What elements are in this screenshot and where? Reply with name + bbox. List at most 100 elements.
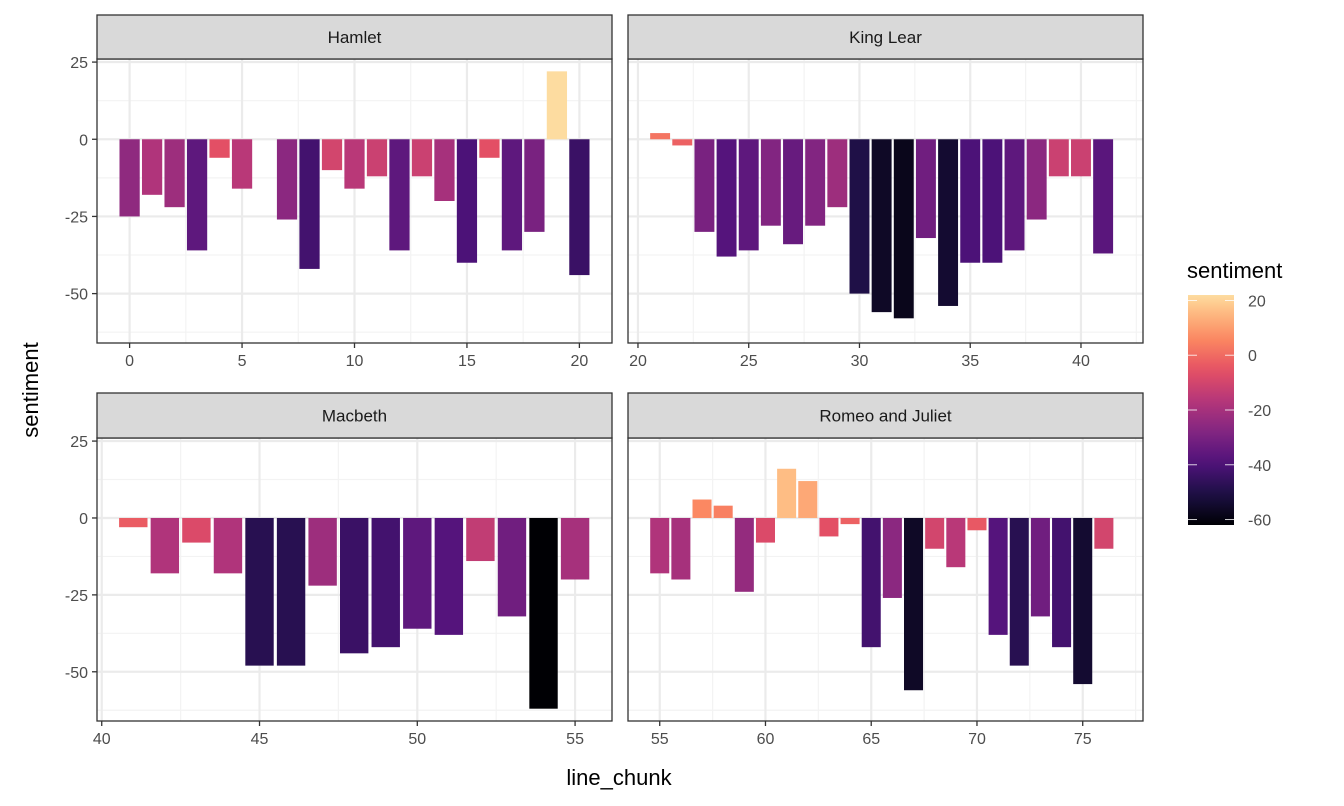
x-tick-label: 5 — [238, 353, 247, 370]
legend-tick-label: -40 — [1248, 458, 1271, 475]
bar — [119, 517, 148, 528]
bar — [479, 139, 500, 158]
y-axis-title: sentiment — [18, 342, 43, 437]
bar — [321, 139, 343, 171]
bar — [411, 139, 433, 177]
panels: Hamlet 0 5 10 15 20 -50 -25 0 25 King Lear 20 25 30 35… — [65, 14, 1144, 748]
bar — [819, 517, 839, 537]
bar — [339, 517, 369, 654]
y-tick-label: -50 — [65, 665, 88, 682]
bar — [501, 139, 523, 251]
bar — [783, 139, 803, 245]
bar — [738, 139, 759, 251]
panel-macbeth: Macbeth 40 45 50 55 -50 -25 0 25 — [65, 392, 613, 748]
bar — [925, 517, 945, 549]
legend-tick-label: -20 — [1248, 403, 1271, 420]
facet-strip-label: Macbeth — [322, 407, 387, 426]
y-tick-label: -25 — [65, 588, 88, 605]
bar — [893, 139, 914, 319]
panel-hamlet: Hamlet 0 5 10 15 20 -50 -25 0 25 — [65, 14, 613, 370]
x-tick-label: 50 — [408, 731, 426, 748]
bar — [186, 139, 208, 251]
bar — [529, 517, 558, 709]
y-tick-label: 0 — [79, 511, 88, 528]
x-tick-label: 60 — [757, 731, 775, 748]
bar — [344, 139, 365, 189]
x-tick-label: 70 — [968, 731, 986, 748]
bar — [982, 139, 1003, 263]
bar — [1073, 517, 1093, 685]
bar — [403, 517, 432, 629]
bar — [524, 139, 545, 232]
y-tick-label: 25 — [70, 434, 88, 451]
bar — [671, 517, 691, 580]
bar — [209, 139, 230, 158]
bar — [164, 139, 185, 208]
bar — [560, 517, 590, 580]
facet-strip — [627, 14, 1144, 60]
bar — [245, 517, 274, 666]
bar — [1048, 139, 1069, 177]
bar — [299, 139, 320, 269]
bar — [734, 517, 754, 592]
x-tick-label: 25 — [740, 353, 758, 370]
bar — [1071, 139, 1091, 177]
x-tick-label: 55 — [566, 731, 584, 748]
y-tick-label: -25 — [65, 209, 88, 226]
bar — [827, 139, 848, 208]
x-tick-label: 45 — [251, 731, 269, 748]
bar — [840, 517, 860, 525]
facet-strip-label: Romeo and Juliet — [819, 407, 952, 426]
bar — [276, 139, 298, 220]
bar — [849, 139, 870, 294]
bar — [713, 505, 733, 518]
bar — [213, 517, 243, 574]
x-tick-label: 30 — [851, 353, 869, 370]
bar — [466, 517, 495, 562]
x-tick-label: 75 — [1074, 731, 1092, 748]
legend-tick-label: 0 — [1248, 348, 1257, 365]
legend-ticks: 20 0 -20 -40 -60 — [1188, 293, 1271, 530]
bar — [938, 139, 959, 306]
bar — [960, 139, 981, 263]
facet-strip-label: King Lear — [849, 28, 922, 47]
x-tick-label: 35 — [961, 353, 979, 370]
bar — [1030, 517, 1050, 617]
legend-tick-label: 20 — [1248, 293, 1266, 310]
y-tick-label: -50 — [65, 287, 88, 304]
bar — [882, 517, 902, 598]
bar — [716, 139, 737, 257]
panel-romeo-and-juliet: Romeo and Juliet 55 60 65 70 75 — [627, 392, 1144, 748]
bar — [150, 517, 180, 574]
bar — [915, 139, 936, 239]
facet-strip — [627, 392, 1144, 439]
x-tick-label: 20 — [570, 353, 588, 370]
bar — [497, 517, 527, 617]
bar — [546, 71, 568, 140]
bar — [760, 139, 781, 226]
bar — [1004, 139, 1025, 251]
bar — [650, 517, 670, 574]
bar — [650, 133, 671, 140]
x-axis-title: line_chunk — [566, 765, 672, 790]
bar — [1009, 517, 1029, 666]
x-tick-label: 40 — [1072, 353, 1090, 370]
bar — [871, 139, 892, 313]
bar — [946, 517, 966, 568]
bar — [967, 517, 987, 531]
x-tick-label: 40 — [93, 731, 111, 748]
bar — [371, 517, 400, 648]
bar — [1094, 517, 1114, 549]
panel-king-lear: King Lear 20 25 30 35 40 — [627, 14, 1144, 370]
bar — [231, 139, 253, 189]
color-legend: sentiment 20 0 -20 -40 -60 — [1187, 258, 1282, 530]
facet-strip-label: Hamlet — [328, 28, 382, 47]
bar — [141, 139, 163, 195]
bar — [755, 517, 775, 543]
bar — [182, 517, 211, 543]
y-tick-label: 25 — [70, 55, 88, 72]
bar — [777, 468, 797, 518]
bar — [569, 139, 590, 276]
legend-tick-label: -60 — [1248, 513, 1271, 530]
x-tick-label: 10 — [346, 353, 364, 370]
